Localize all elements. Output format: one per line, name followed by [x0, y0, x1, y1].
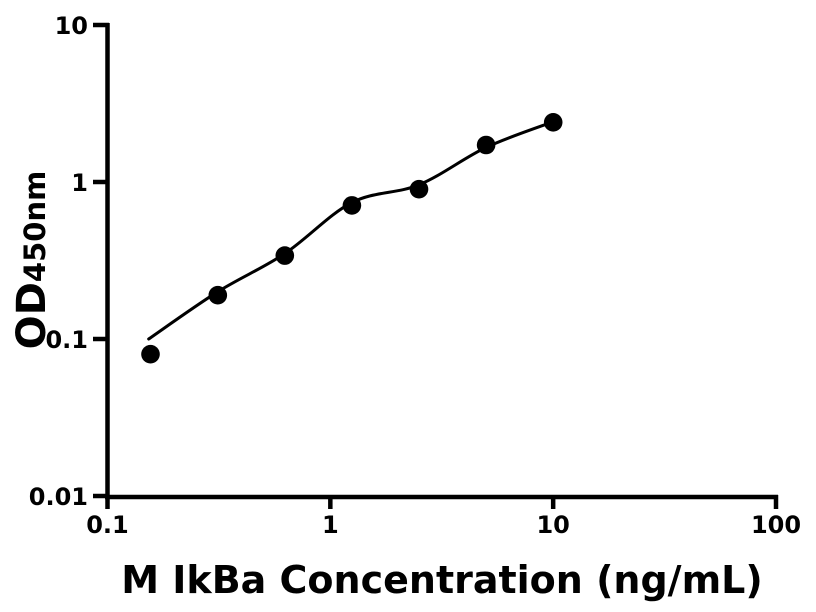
y-axis-label-main: OD [9, 282, 55, 349]
data-point-marker [476, 135, 496, 155]
y-tick-label: 1 [71, 169, 88, 197]
y-tick-label: 10 [55, 12, 88, 40]
data-points-group [141, 113, 563, 364]
y-axis-label: OD450nm [9, 171, 55, 350]
data-point-marker [141, 344, 160, 364]
x-tick-label: 1 [322, 511, 339, 539]
fit-curve [147, 120, 555, 341]
fit-curve-group [147, 120, 555, 341]
y-axis-label-sub: 450nm [18, 171, 52, 282]
data-point-marker [342, 196, 362, 215]
x-tick-label: 0.1 [86, 511, 129, 539]
y-tick-label: 0.1 [45, 326, 88, 354]
x-tick-label: 10 [536, 511, 569, 539]
data-point-marker [409, 179, 429, 199]
x-axis-label: M IkBa Concentration (ng/mL) [121, 558, 763, 602]
y-tick-label: 0.01 [29, 483, 88, 511]
data-point-marker [543, 113, 563, 132]
x-tick-label: 100 [751, 511, 801, 539]
axes-group [93, 22, 779, 509]
data-point-marker [208, 285, 228, 305]
data-point-marker [275, 246, 295, 265]
